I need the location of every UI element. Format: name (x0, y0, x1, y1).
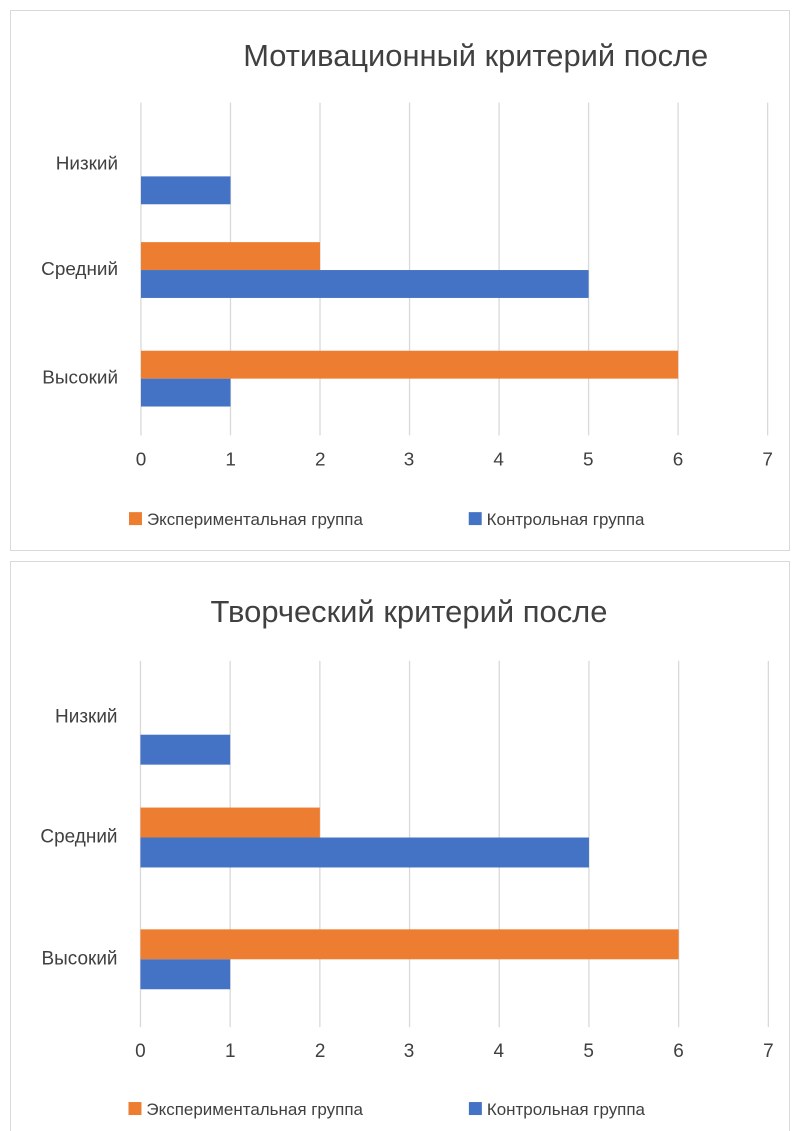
x-tick-label-0: 0 (135, 1041, 146, 1062)
bar-experimental-medium (140, 807, 320, 838)
bar-experimental-high (140, 929, 679, 960)
creativity-chart: Творческий критерий после Низкий Средний… (10, 561, 790, 1131)
bar-experimental-medium (140, 242, 321, 271)
x-tick-label-2: 2 (315, 449, 326, 470)
x-tick-label-3: 3 (404, 1041, 415, 1062)
motivation-chart-svg: Мотивационный критерий после Низкий Сред… (41, 38, 773, 529)
legend-label-control: Контрольная группа (487, 510, 645, 529)
chart-title: Мотивационный критерий после (243, 38, 708, 73)
x-tick-label-4: 4 (493, 449, 504, 470)
legend-swatch-experimental (128, 1102, 142, 1116)
x-tick-label-0: 0 (136, 449, 147, 470)
legend-swatch-control (468, 512, 482, 526)
motivation-chart: Мотивационный критерий после Низкий Сред… (10, 10, 790, 551)
x-tick-label-2: 2 (315, 1041, 326, 1062)
x-tick-label-5: 5 (583, 1041, 594, 1062)
bar-control-low (140, 734, 231, 765)
y-tick-label-low: Низкий (56, 153, 118, 174)
y-tick-label-low: Низкий (55, 707, 117, 728)
bar-control-high (140, 959, 231, 990)
legend-swatch-experimental (129, 512, 142, 526)
legend-label-experimental: Экспериментальная группа (147, 510, 364, 529)
x-tick-label-1: 1 (225, 1041, 236, 1062)
bar-control-high (140, 378, 231, 407)
legend-label-experimental: Экспериментальная группа (146, 1100, 363, 1119)
x-tick-label-6: 6 (673, 1041, 684, 1062)
x-tick-label-4: 4 (494, 1041, 505, 1062)
x-tick-label-6: 6 (673, 449, 684, 470)
legend-swatch-control (468, 1102, 482, 1116)
x-tick-label-3: 3 (404, 449, 415, 470)
y-tick-label-high: Высокий (42, 948, 118, 969)
x-tick-label-7: 7 (762, 449, 773, 470)
x-tick-label-7: 7 (763, 1041, 774, 1062)
x-tick-label-1: 1 (225, 449, 236, 470)
bar-experimental-high (140, 350, 679, 379)
chart-legend: Экспериментальная группа Контрольная гру… (129, 510, 645, 529)
y-tick-label-medium: Средний (40, 827, 117, 848)
bar-control-medium (140, 837, 589, 868)
legend-label-control: Контрольная группа (487, 1100, 646, 1119)
y-tick-label-medium: Средний (41, 259, 118, 280)
bar-control-low (140, 176, 231, 205)
chart-legend: Экспериментальная группа Контрольная гру… (128, 1100, 646, 1119)
y-tick-label-high: Высокий (42, 368, 118, 389)
bar-control-medium (140, 270, 589, 298)
creativity-chart-svg: Творческий критерий после Низкий Средний… (40, 594, 774, 1119)
x-tick-label-5: 5 (583, 449, 594, 470)
chart-title: Творческий критерий после (211, 594, 608, 629)
